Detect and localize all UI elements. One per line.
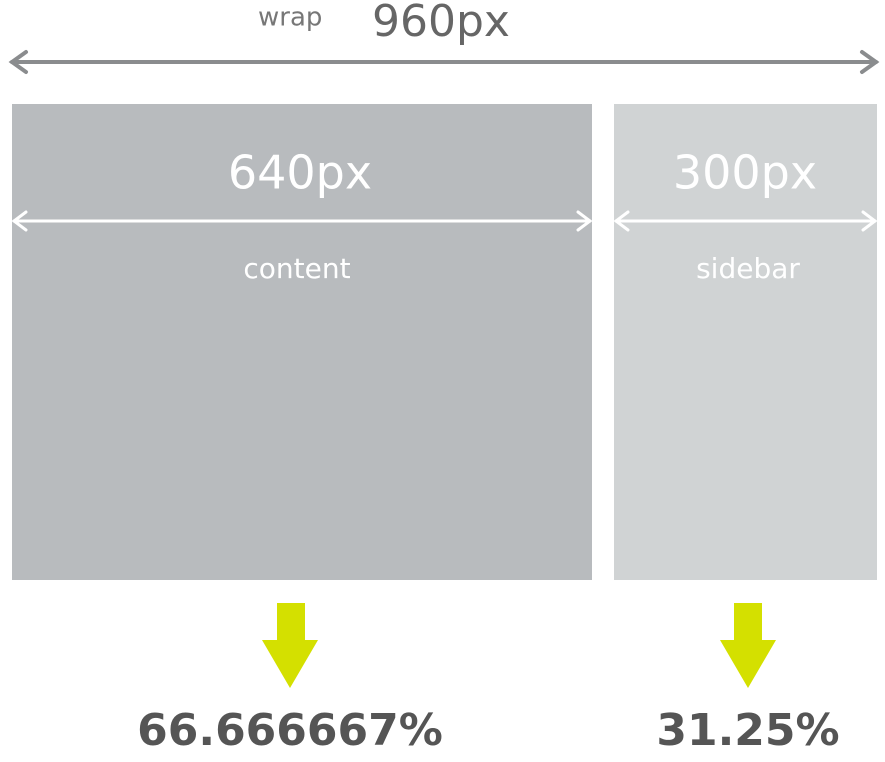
wrap-label: wrap — [258, 3, 322, 33]
content-arrow — [11, 210, 593, 232]
sidebar-box — [614, 104, 877, 580]
content-percent: 66.666667% — [137, 705, 443, 756]
down-arrow — [262, 603, 318, 688]
wrap-arrow — [8, 50, 880, 74]
content-width: 640px — [228, 146, 372, 200]
content-label: content — [243, 252, 350, 285]
sidebar-width: 300px — [673, 146, 817, 200]
wrap-width: 960px — [372, 0, 510, 47]
sidebar-arrow — [613, 210, 878, 232]
sidebar-percent: 31.25% — [656, 705, 839, 756]
sidebar-label: sidebar — [696, 252, 800, 285]
down-arrow — [720, 603, 776, 688]
content-box — [12, 104, 592, 580]
